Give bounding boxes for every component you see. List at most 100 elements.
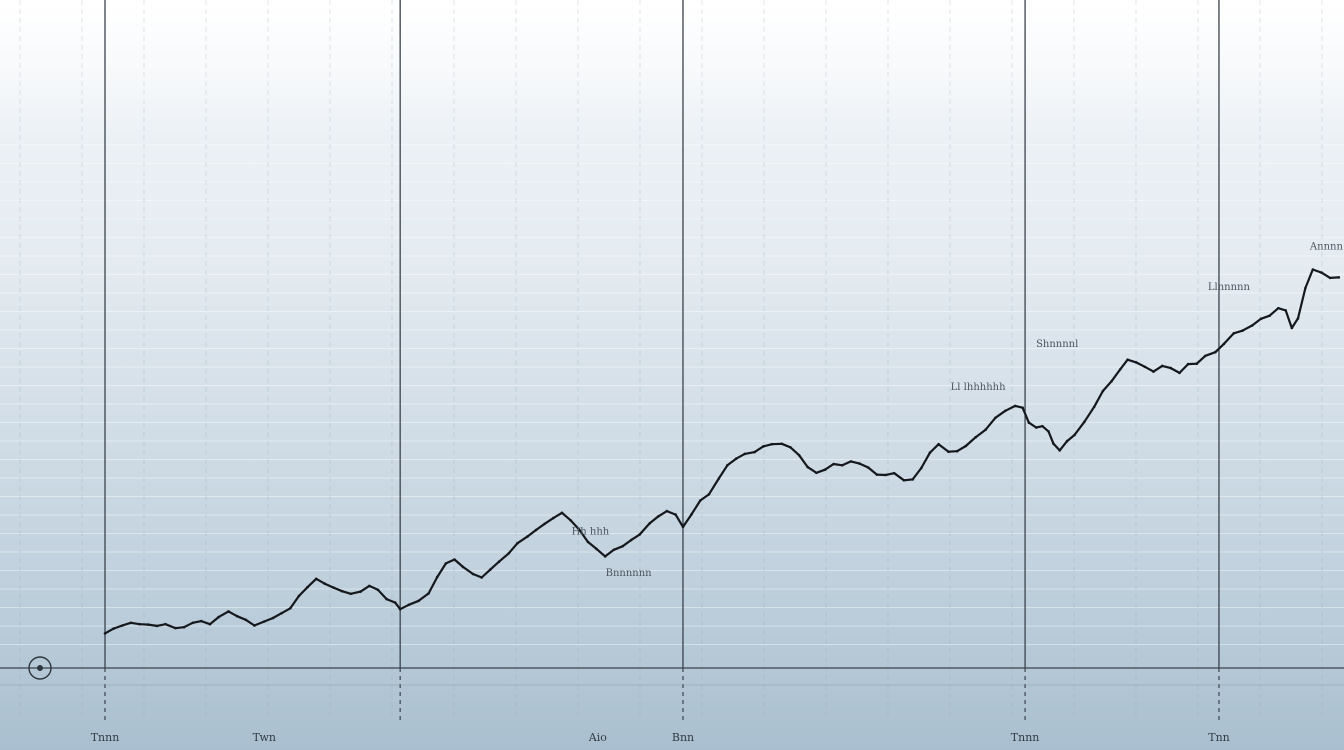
data-point bbox=[471, 572, 475, 576]
data-point bbox=[1214, 350, 1217, 354]
origin-marker bbox=[28, 656, 52, 680]
data-point bbox=[552, 516, 555, 520]
data-point bbox=[690, 512, 693, 516]
data-point bbox=[884, 473, 887, 477]
data-point bbox=[994, 416, 997, 420]
data-point bbox=[191, 621, 194, 625]
annotation-layer: Hh hhh Bnnnnnn Ll lhhhhhh Shnnnnl Llnnnnn Ann… bbox=[572, 241, 1344, 579]
data-point bbox=[1004, 409, 1007, 413]
chart-annotation: Shnnnnl bbox=[1036, 339, 1078, 350]
data-point bbox=[174, 626, 177, 630]
chart-annotation: Hh hhh bbox=[572, 526, 610, 537]
data-point bbox=[1034, 426, 1038, 429]
data-point bbox=[297, 594, 301, 598]
data-point bbox=[480, 576, 484, 579]
data-point bbox=[1013, 404, 1017, 408]
data-point bbox=[603, 555, 607, 558]
data-point bbox=[1284, 309, 1287, 312]
data-point bbox=[928, 451, 932, 454]
data-point bbox=[1311, 268, 1315, 271]
data-point bbox=[155, 624, 159, 628]
data-point bbox=[681, 525, 685, 529]
data-point bbox=[1320, 271, 1323, 274]
data-point bbox=[1204, 354, 1207, 358]
data-point bbox=[398, 607, 402, 611]
data-point bbox=[1027, 421, 1031, 424]
chart-annotation: Ll lhhhhhh bbox=[951, 382, 1006, 393]
data-point bbox=[1296, 317, 1300, 320]
data-point bbox=[1251, 324, 1254, 327]
data-point bbox=[984, 428, 987, 432]
origin-dot bbox=[37, 665, 43, 671]
data-point bbox=[1065, 439, 1069, 443]
data-point bbox=[164, 622, 167, 626]
x-tick-label: Bnn bbox=[672, 731, 694, 744]
data-point bbox=[489, 568, 492, 571]
data-point bbox=[797, 453, 801, 457]
data-point bbox=[208, 622, 212, 626]
data-point bbox=[253, 624, 256, 627]
data-point bbox=[560, 511, 564, 515]
data-point bbox=[665, 509, 669, 513]
data-point bbox=[359, 590, 362, 593]
chart-annotation: Annnn bbox=[1309, 241, 1344, 252]
data-point bbox=[1186, 362, 1190, 366]
data-point bbox=[1268, 314, 1271, 318]
data-point bbox=[244, 618, 248, 622]
data-point bbox=[534, 528, 538, 532]
data-point bbox=[1047, 430, 1050, 433]
data-point bbox=[815, 471, 818, 475]
data-point bbox=[1195, 362, 1198, 366]
data-point bbox=[289, 607, 292, 610]
data-point bbox=[1058, 449, 1061, 452]
data-point bbox=[621, 545, 624, 548]
data-point bbox=[1241, 329, 1244, 333]
origin-circle bbox=[28, 656, 52, 680]
data-point bbox=[263, 620, 266, 623]
data-point bbox=[1304, 286, 1307, 290]
data-point bbox=[182, 625, 186, 629]
data-point bbox=[1160, 364, 1164, 368]
data-point bbox=[911, 478, 914, 481]
data-point bbox=[743, 452, 746, 456]
data-point bbox=[1328, 276, 1332, 280]
data-point bbox=[427, 592, 430, 595]
data-point bbox=[1290, 326, 1294, 330]
data-point bbox=[461, 565, 465, 569]
data-point bbox=[1092, 405, 1096, 409]
data-point bbox=[1041, 424, 1044, 428]
data-point bbox=[937, 442, 940, 446]
data-point bbox=[832, 462, 835, 466]
data-point bbox=[1152, 370, 1155, 373]
data-point bbox=[1134, 361, 1138, 364]
data-point bbox=[407, 603, 411, 607]
data-point bbox=[726, 464, 729, 467]
data-point bbox=[753, 450, 756, 454]
data-point bbox=[376, 588, 380, 592]
data-point bbox=[849, 460, 853, 463]
data-point bbox=[368, 584, 371, 588]
data-point bbox=[138, 622, 141, 626]
data-point bbox=[1143, 365, 1147, 369]
data-point bbox=[707, 493, 711, 496]
x-tick-label: Tnn bbox=[1208, 731, 1230, 744]
data-point bbox=[1259, 317, 1263, 321]
data-point bbox=[1052, 442, 1055, 446]
data-point bbox=[112, 627, 115, 630]
data-point bbox=[1021, 406, 1024, 410]
data-point bbox=[497, 560, 501, 563]
data-point bbox=[393, 601, 397, 604]
data-point bbox=[340, 589, 344, 593]
data-point bbox=[858, 462, 861, 465]
data-point bbox=[974, 435, 977, 439]
data-point bbox=[1126, 358, 1129, 362]
data-point bbox=[516, 541, 519, 545]
series-line bbox=[103, 268, 1340, 635]
data-point bbox=[866, 466, 870, 469]
data-point bbox=[780, 442, 784, 446]
data-point bbox=[902, 479, 906, 482]
top-haze bbox=[0, 0, 1344, 135]
data-point bbox=[314, 577, 318, 581]
data-point bbox=[648, 522, 651, 525]
data-point bbox=[1110, 380, 1113, 383]
